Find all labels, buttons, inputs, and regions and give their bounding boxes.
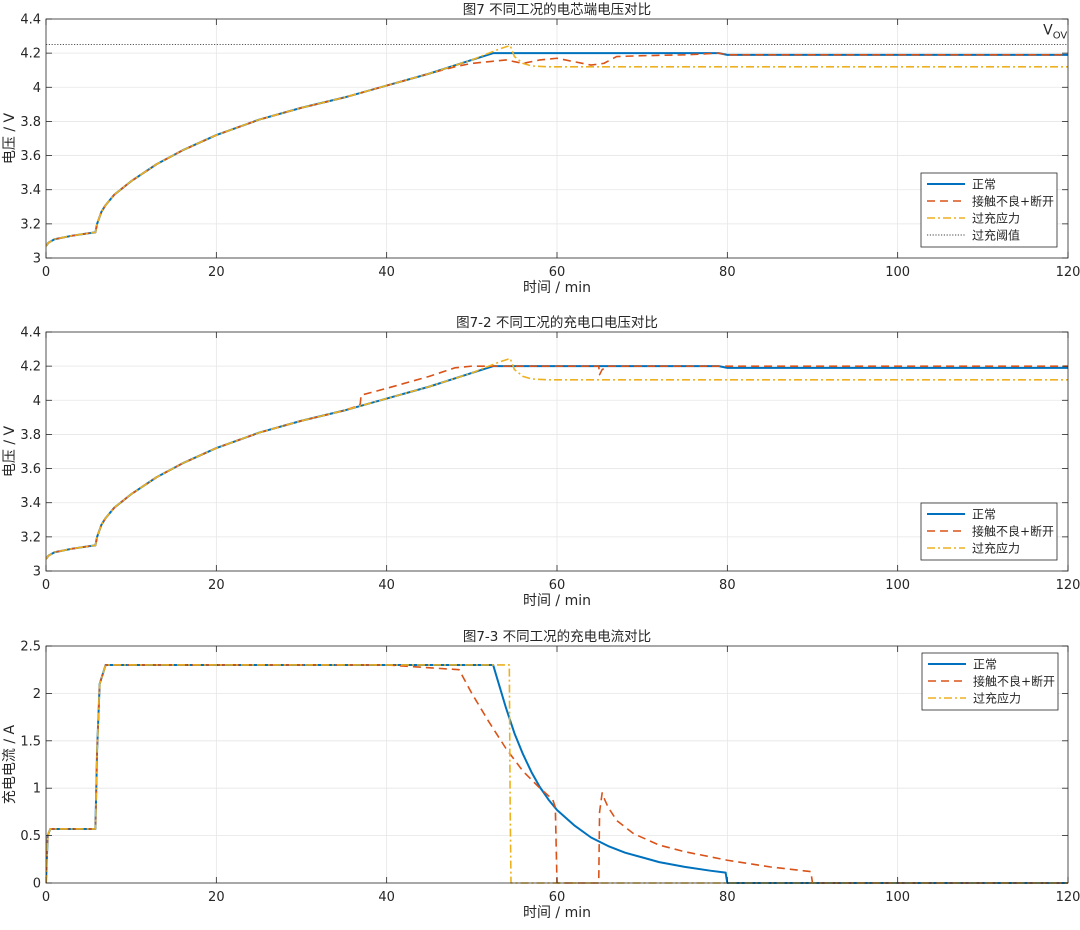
x-tick-label: 100 [885,890,910,905]
x-tick-label: 80 [719,265,736,280]
y-tick-label: 4.2 [20,360,41,375]
chart-title: 图7 不同工况的电芯端电压对比 [463,2,651,18]
y-tick-label: 3.6 [20,462,41,477]
x-tick-label: 120 [1056,890,1080,905]
y-tick-label: 4.4 [20,326,41,341]
y-tick-label: 3.2 [20,530,41,545]
x-tick-label: 0 [42,578,50,593]
y-tick-label: 3.8 [20,115,41,130]
y-axis-label: 电压 / V [2,425,18,477]
legend-label-3: 过充应力 [972,211,1020,226]
y-tick-label: 3.2 [20,217,41,232]
legend-label-2: 接触不良+断开 [972,194,1054,209]
series-line-3 [46,664,1068,884]
x-tick-label: 20 [208,578,225,593]
y-tick-label: 2.5 [20,640,41,655]
x-tick-label: 40 [378,890,395,905]
x-tick-label: 0 [42,890,50,905]
x-tick-label: 120 [1056,265,1080,280]
series-line-1 [46,663,1068,884]
y-tick-label: 3.4 [20,183,41,198]
y-tick-label: 4.2 [20,47,41,62]
series-group [46,44,1068,247]
x-tick-label: 120 [1056,578,1080,593]
legend-label-1: 正常 [972,178,996,192]
y-tick-label: 3 [33,252,41,267]
series-line-3 [46,357,1068,560]
y-tick-label: 4 [33,81,41,96]
x-tick-label: 100 [885,265,910,280]
x-tick-label: 60 [549,265,566,280]
y-axis-label: 电压 / V [2,112,18,164]
chart-panel-2: 0 20 40 60 80 100 120 3 3.2 3.4 3.6 3.8 4 4.2 4.4 图7-2 … [2,315,1080,609]
legend-label-1: 正常 [973,658,997,672]
legend-label-3: 过充应力 [973,691,1021,706]
y-tick-label: 3.8 [20,428,41,443]
legend-label-2: 接触不良+断开 [973,674,1055,689]
legend-label-1: 正常 [972,508,996,522]
x-tick-label: 20 [208,265,225,280]
legend-label-4: 过充阈值 [972,228,1020,243]
chart-title: 图7-2 不同工况的充电口电压对比 [456,315,658,331]
y-tick-label: 0.5 [20,829,41,844]
x-tick-label: 60 [549,578,566,593]
chart-title: 图7-3 不同工况的充电电流对比 [463,629,651,645]
x-tick-label: 100 [885,578,910,593]
y-tick-label: 4.4 [20,13,41,28]
annotation-main: V [1043,22,1053,38]
y-tick-label: 4 [33,394,41,409]
chart-panel-1: 0 20 40 60 80 100 120 3 3.2 3.4 3.6 3.8 4 4.2 4.4 图7 不同… [2,2,1080,296]
legend-label-3: 过充应力 [972,541,1020,556]
annotation-subscript: OV [1053,30,1068,41]
x-tick-label: 40 [378,265,395,280]
series-group [46,357,1068,560]
y-tick-label: 2 [33,687,41,702]
x-tick-label: 80 [719,578,736,593]
y-tick-label: 3.4 [20,496,41,511]
y-tick-label: 1.5 [20,734,41,749]
series-group [46,663,1068,884]
x-tick-label: 60 [549,890,566,905]
x-tick-label: 40 [378,578,395,593]
legend-label-2: 接触不良+断开 [972,524,1054,539]
x-tick-label: 80 [719,890,736,905]
legend-box [920,172,1058,248]
y-tick-label: 3 [33,565,41,580]
x-axis-label: 时间 / min [523,593,591,609]
x-tick-label: 20 [208,890,225,905]
y-tick-label: 1 [33,782,41,797]
y-tick-label: 3.6 [20,149,41,164]
x-axis-label: 时间 / min [523,280,591,296]
y-tick-label: 0 [33,877,41,892]
x-axis-label: 时间 / min [523,905,591,921]
series-line-3 [46,44,1068,247]
x-tick-label: 0 [42,265,50,280]
threshold-annotation: VOV [1043,22,1067,41]
chart-panel-3: 0 20 40 60 80 100 120 0 0.5 1 1.5 2 2.5 图7-3 不同工况的充电电… [2,629,1080,921]
y-axis-label: 充电电流 / A [2,724,18,804]
